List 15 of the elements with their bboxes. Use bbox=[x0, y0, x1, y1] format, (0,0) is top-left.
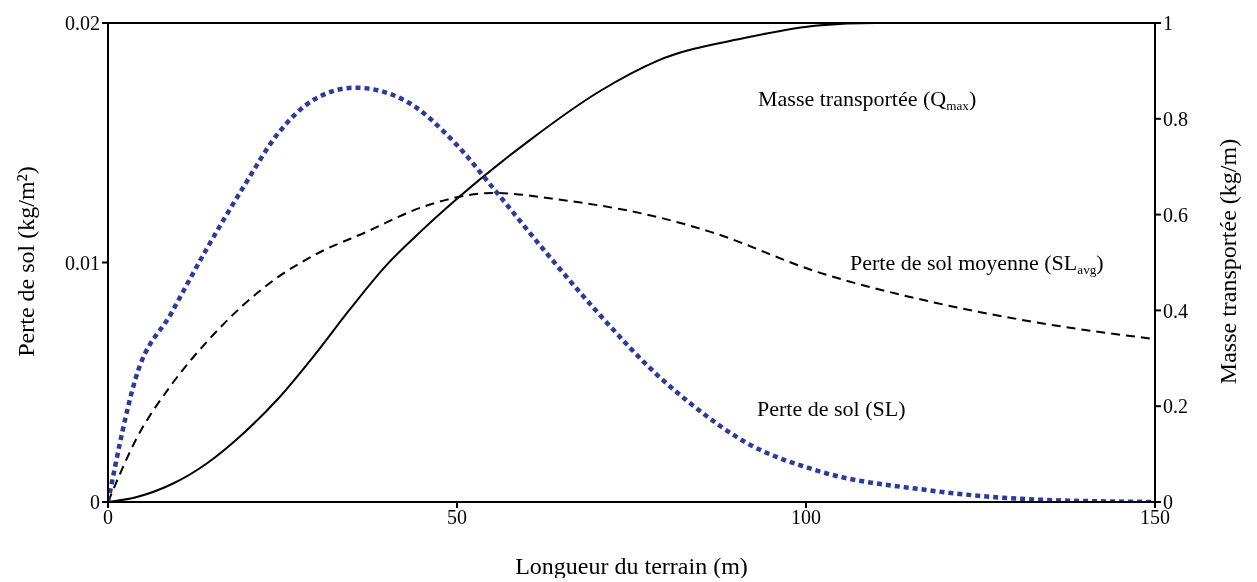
y2-tick-label: 0.8 bbox=[1163, 107, 1188, 130]
series-label: Perte de sol moyenne (SL$_{avg}$) bbox=[850, 250, 1104, 277]
y2-axis-title: Masse transportée (kg/m) bbox=[1215, 138, 1241, 385]
text: Masse transportée (Q$_{max}$) bbox=[758, 86, 977, 113]
y2-tick-label: 0.6 bbox=[1163, 203, 1188, 226]
x-tick-label: 50 bbox=[447, 506, 467, 529]
y2-tick-label: 0.4 bbox=[1163, 299, 1188, 322]
y-tick-label: 0.02 bbox=[65, 12, 100, 35]
y-tick-label: 0.01 bbox=[65, 251, 100, 274]
y-axis-title: Perte de sol (kg/m²) bbox=[13, 166, 39, 357]
y2-tick-label: 0.2 bbox=[1163, 395, 1188, 418]
x-tick-label: 100 bbox=[791, 506, 821, 529]
series-label: Perte de sol (SL) bbox=[757, 396, 906, 421]
y-tick-label: 0 bbox=[90, 491, 100, 514]
y2-tick-label: 1 bbox=[1163, 12, 1173, 35]
